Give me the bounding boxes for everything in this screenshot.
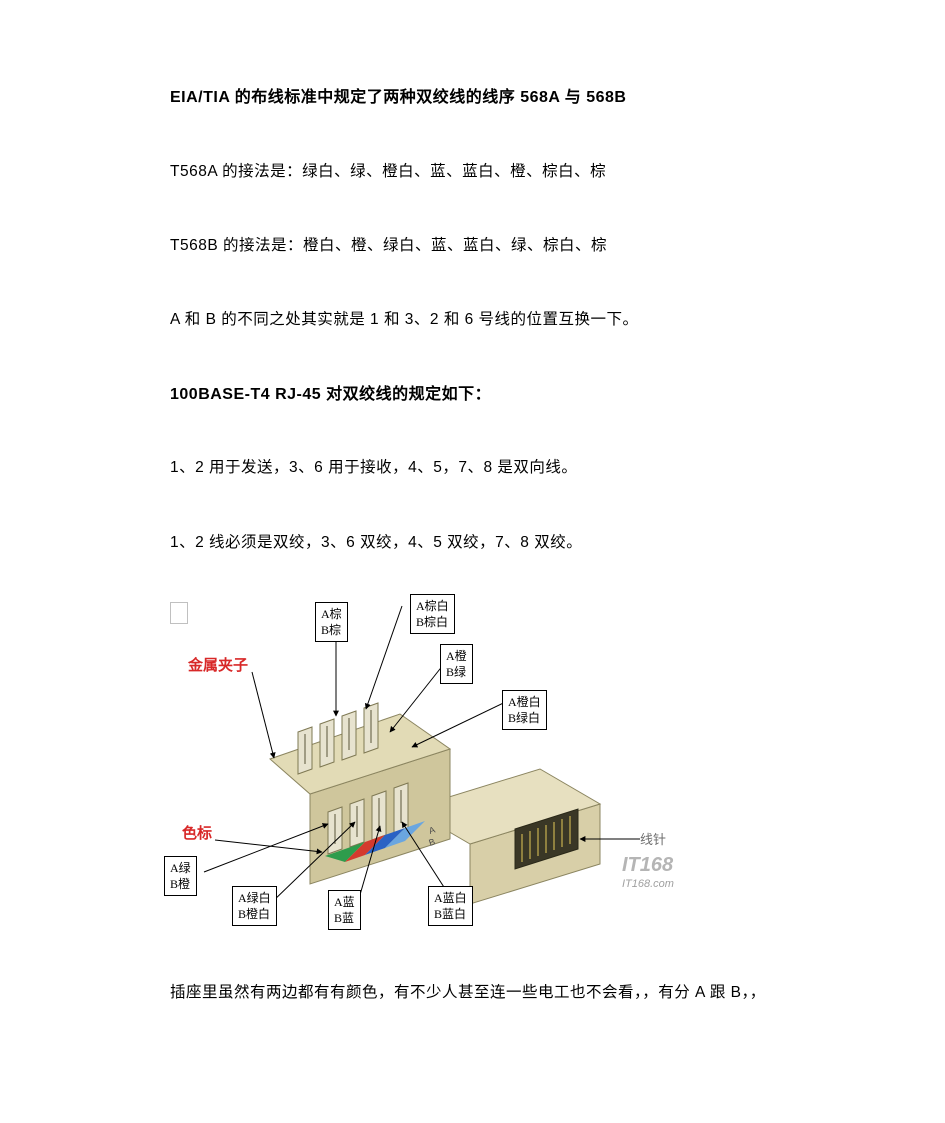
crop-mark (170, 602, 188, 624)
para-t568a: T568A 的接法是：绿白、绿、橙白、蓝、蓝白、橙、棕白、棕 (170, 159, 775, 185)
watermark-text1: IT168 (622, 854, 673, 876)
box-blue: A蓝 B蓝 (328, 890, 361, 930)
box-brown-white: A棕白 B棕白 (410, 594, 455, 634)
heading-100base: 100BASE-T4 RJ-45 对双绞线的规定如下： (170, 382, 775, 408)
para-send-recv: 1、2 用于发送，3、6 用于接收，4、5，7、8 是双向线。 (170, 455, 775, 481)
watermark-it168-sub: IT168.com (622, 878, 674, 890)
box-greenwhite-orangewhite: A绿白 B橙白 (232, 886, 277, 926)
heading-568: EIA/TIA 的布线标准中规定了两种双绞线的线序 568A 与 568B (170, 85, 775, 111)
label-color-code: 色标 (182, 822, 212, 843)
para-diff: A 和 B 的不同之处其实就是 1 和 3、2 和 6 号线的位置互换一下。 (170, 307, 775, 333)
label-pin: 线针 (640, 829, 666, 848)
para-t568b: T568B 的接法是：橙白、橙、绿白、蓝、蓝白、绿、棕白、棕 (170, 233, 775, 259)
box-green-orange: A绿 B橙 (164, 856, 197, 896)
keystone-diagram: A B 金属夹子 (170, 594, 730, 934)
box-orangewhite-greenwhite: A橙白 B绿白 (502, 690, 547, 730)
para-twist: 1、2 线必须是双绞，3、6 双绞，4、5 双绞，7、8 双绞。 (170, 530, 775, 556)
box-bluewhite: A蓝白 B蓝白 (428, 886, 473, 926)
para-socket-note: 插座里虽然有两边都有有颜色，有不少人甚至连一些电工也不会看，，有分 A 跟 B，… (170, 980, 775, 1006)
box-brown: A棕 B棕 (315, 602, 348, 642)
watermark-it168: IT168 (622, 854, 673, 877)
label-metal-clip: 金属夹子 (188, 654, 248, 675)
box-orange-green: A橙 B绿 (440, 644, 473, 684)
